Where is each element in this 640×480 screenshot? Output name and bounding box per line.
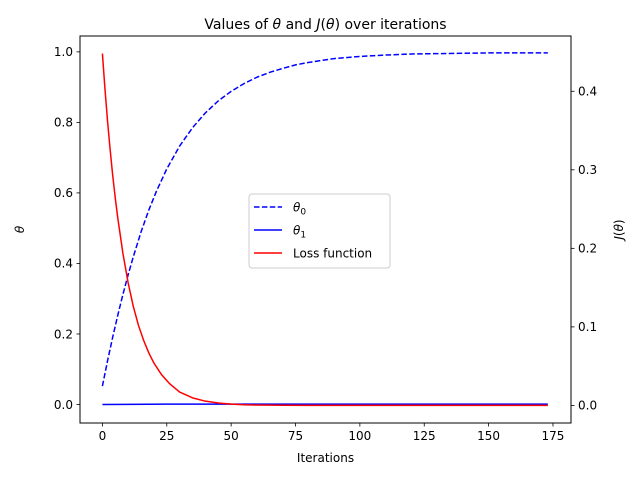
chart-title-part: Values of (204, 17, 272, 33)
ticks-layer: 0 25 50 75 100 125 150 175 0.0 0.2 0.4 0.6 0.8 1.0 0.0… (54, 45, 597, 443)
y2-tick-label: 0.0 (578, 399, 597, 413)
y2-axis-label: J(θ) (612, 219, 626, 241)
y-tick-label: 1.0 (54, 45, 73, 59)
x-tick-label: 75 (288, 429, 303, 443)
y2-axis-label-part: θ (612, 223, 626, 231)
legend-label-sub: 1 (300, 231, 306, 241)
series-line-2 (101, 53, 548, 407)
y2-tick-label: 0.1 (578, 320, 597, 334)
series-layer (101, 52, 548, 407)
labels-layer: Values of θ and J(θ) over iterationsIter… (13, 17, 626, 465)
x-tick-label: 0 (99, 429, 107, 443)
x-tick-label: 50 (223, 429, 238, 443)
chart-title-part: ) over iterations (335, 17, 447, 33)
legend-label-text: Loss function (293, 247, 372, 261)
y-tick-label: 0.8 (54, 116, 73, 130)
x-axis-label: Iterations (297, 451, 354, 465)
y-tick-label: 0.0 (54, 398, 73, 412)
y-axis-label: θ (13, 225, 27, 233)
legend-label-1: θ1 (293, 224, 306, 241)
y2-axis-label-part: ( (612, 231, 626, 236)
legend-label-base: θ (293, 201, 301, 215)
legend-box (248, 193, 391, 269)
y-tick-label: 0.2 (54, 327, 73, 341)
chart-title: Values of θ and J(θ) over iterations (204, 17, 446, 33)
chart-title-part: θ (273, 17, 282, 33)
x-tick-label: 150 (477, 429, 500, 443)
y2-tick-label: 0.4 (578, 85, 597, 99)
x-tick-label: 25 (159, 429, 174, 443)
legend-label-sub: 0 (300, 208, 306, 218)
y2-axis-label-part: ) (612, 219, 626, 224)
y2-tick-label: 0.3 (578, 163, 597, 177)
chart-title-part: J (313, 17, 320, 33)
y2-axis-label-part: J (612, 236, 626, 242)
legend-label-0: θ0 (293, 201, 306, 218)
x-tick-label: 125 (413, 429, 436, 443)
chart-title-part: and (281, 17, 316, 33)
y-tick-label: 0.4 (54, 257, 73, 271)
x-tick-label: 100 (348, 429, 371, 443)
legend-label-2: Loss function (293, 247, 372, 261)
y-tick-label: 0.6 (54, 186, 73, 200)
series-line-0 (101, 52, 548, 387)
chart-title-part: θ (326, 17, 335, 33)
legend-label-base: θ (293, 224, 301, 238)
x-tick-label: 175 (542, 429, 565, 443)
chart-title-part: ( (321, 17, 326, 33)
plot-frame (79, 35, 572, 424)
y2-tick-label: 0.2 (578, 242, 597, 256)
